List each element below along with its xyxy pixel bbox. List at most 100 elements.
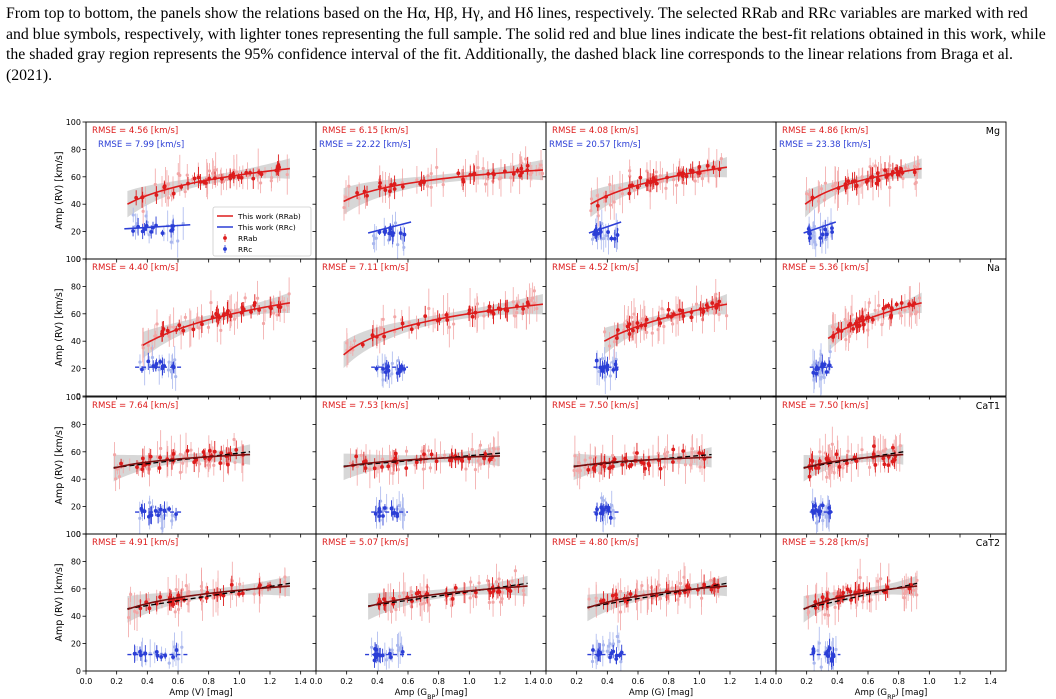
- rrab-point-light: [230, 579, 234, 583]
- rrab-point-light: [428, 466, 432, 470]
- rrc-point: [827, 506, 832, 510]
- rrc-point-light: [611, 360, 615, 364]
- rrab-point-light: [612, 200, 616, 204]
- rrab-point-light: [524, 157, 528, 161]
- y-tick-label: 20: [71, 365, 81, 374]
- rrab-point-light: [671, 178, 676, 182]
- rrab-point-light: [378, 337, 382, 342]
- rrab-point-light: [463, 176, 468, 180]
- plot-area: [124, 148, 291, 258]
- rrab-point-light: [880, 322, 884, 327]
- rrab-fit-line: [343, 169, 543, 203]
- rrab-point: [456, 171, 461, 176]
- rrc-point: [383, 506, 387, 510]
- x-axis-label: Amp (GRP) [mag]: [855, 688, 928, 699]
- rmse-rrc-label: RMSE = 22.22 [km/s]: [319, 140, 411, 150]
- rrc-point: [830, 230, 834, 234]
- rrc-point-light: [147, 233, 151, 237]
- rrc-point-light: [590, 659, 595, 664]
- rrab-point: [237, 592, 242, 596]
- rrab-point-light: [117, 474, 122, 479]
- rrab-point-light: [187, 599, 191, 603]
- rrab-point-light: [414, 325, 419, 330]
- rrab-point-light: [719, 157, 723, 161]
- rrab-point: [171, 451, 176, 456]
- rrab-point-light: [598, 471, 602, 475]
- rrab-point-light: [269, 179, 273, 183]
- rrc-point-light: [176, 657, 180, 661]
- rrab-point-light: [587, 597, 591, 601]
- rrab-point-light: [529, 299, 533, 303]
- rrc-fit-line: [588, 221, 622, 234]
- rrab-point-light: [235, 170, 239, 174]
- rrab-point-light: [654, 170, 658, 174]
- rmse-rrab-label: RMSE = 5.36 [km/s]: [782, 263, 868, 273]
- rrab-point-light: [263, 309, 267, 313]
- rrab-point-light: [282, 308, 286, 312]
- panel-cat2-2: RMSE = 4.80 [km/s] 0.0 0.2 0.4 0.6 0.8 1.0 1.2 1…: [540, 533, 777, 698]
- plot-area: [113, 430, 251, 534]
- rrab-point-light: [901, 176, 905, 181]
- rrab-point-light: [159, 446, 163, 451]
- rrab-point-light: [214, 168, 218, 172]
- x-tick-label: 0.4: [831, 677, 844, 686]
- rrab-point-light: [287, 292, 291, 296]
- rrc-point: [814, 508, 818, 512]
- rrab-point: [277, 165, 282, 170]
- rrab-point-light: [873, 308, 877, 312]
- rrab-fit-line: [113, 453, 251, 470]
- rrab-point: [444, 313, 449, 317]
- rrab-point: [519, 166, 524, 171]
- rrab-point-light: [415, 178, 419, 182]
- x-tick-label: 0.0: [310, 677, 323, 686]
- rrc-point-light: [174, 375, 178, 379]
- rrab-point-light: [603, 330, 607, 334]
- rmse-rrc-label: RMSE = 7.99 [km/s]: [98, 140, 184, 150]
- rrc-point: [811, 370, 816, 375]
- rrab-point-light: [539, 163, 543, 167]
- rrab-point-light: [494, 580, 499, 584]
- rrab-point: [845, 461, 849, 466]
- rrab-point-light: [178, 452, 182, 456]
- rrab-point-light: [199, 584, 204, 588]
- rrab-point: [816, 466, 821, 470]
- rrab-point-light: [902, 591, 907, 596]
- plot-area: [803, 426, 904, 534]
- rrab-point-light: [709, 578, 713, 582]
- rrab-point-light: [903, 308, 907, 312]
- rrab-point-light: [420, 449, 424, 453]
- x-tick-label: 1.0: [463, 677, 476, 686]
- rrab-point-light: [443, 453, 447, 457]
- rrab-point: [221, 593, 226, 598]
- rrab-point: [844, 186, 848, 190]
- x-tick-label: 0.8: [892, 677, 905, 686]
- rrab-point: [857, 317, 862, 321]
- rrab-point-light: [535, 306, 539, 311]
- rrab-point: [873, 463, 878, 467]
- rrc-point-light: [812, 378, 816, 382]
- row-label: Na: [987, 263, 1000, 274]
- rrab-point-light: [275, 313, 279, 317]
- rrc-point-light: [811, 500, 815, 504]
- rrc-point: [373, 646, 377, 651]
- rrab-fit-line: [127, 585, 290, 611]
- rrc-point-light: [600, 496, 604, 500]
- rrc-point-light: [604, 234, 608, 238]
- rrc-point-light: [601, 643, 606, 647]
- rrab-point: [354, 454, 359, 459]
- legend-point-swatch: [223, 247, 227, 251]
- rrab-point-light: [259, 181, 263, 185]
- rrab-point-light: [844, 338, 848, 342]
- rrab-point: [807, 474, 812, 479]
- rrab-point-light: [470, 447, 474, 452]
- rrab-point: [525, 300, 530, 305]
- rrab-point-light: [572, 468, 576, 473]
- rmse-rrab-label: RMSE = 4.52 [km/s]: [552, 263, 638, 273]
- y-tick-label: 100: [66, 118, 81, 127]
- rrab-point-light: [611, 453, 615, 458]
- rrc-point: [158, 359, 163, 364]
- rmse-rrab-label: RMSE = 5.07 [km/s]: [322, 538, 408, 548]
- rrab-point-light: [528, 172, 532, 177]
- rrab-point: [899, 301, 904, 305]
- rrab-point-light: [181, 461, 185, 465]
